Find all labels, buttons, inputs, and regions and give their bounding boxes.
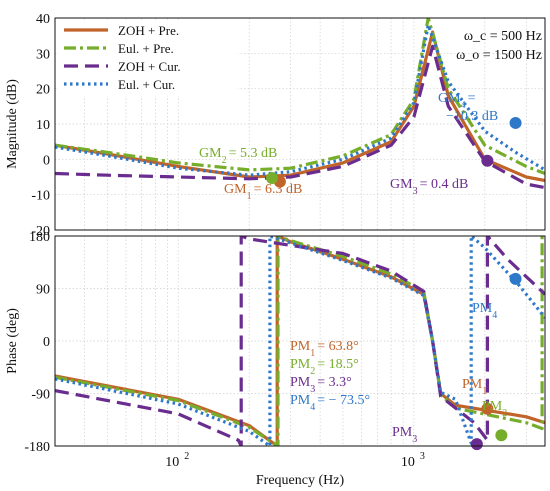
series-line-eul-pre- <box>55 18 545 175</box>
legend-label: ZOH + Pre. <box>118 23 179 38</box>
gm-annotation-3: GM3 = 0.4 dB <box>390 177 468 197</box>
x-tick-exponent: 2 <box>184 451 189 462</box>
y-tick-label: -20 <box>31 224 50 239</box>
phase-panel: -180 -90 0 90 180 Phase (deg) 10 2 10 3 Frequency … <box>5 230 546 488</box>
pm-annotation-1: PM1 = 63.8° <box>290 339 359 359</box>
series-line-zoh-pre- <box>55 236 545 446</box>
y-tick-label: 180 <box>29 230 50 245</box>
y-tick-label: 40 <box>36 12 50 27</box>
marker-point-pm3 <box>470 438 483 451</box>
gm-annotation-2: GM2 = 5.3 dB <box>199 146 277 166</box>
legend-label: Eul. + Cur. <box>118 77 175 92</box>
y-axis-label: Magnitude (dB) <box>5 79 20 169</box>
pm-annotation-2: PM2 = 18.5° <box>290 357 359 377</box>
x-axis-label: Frequency (Hz) <box>256 473 345 488</box>
y-tick-label: 10 <box>36 118 50 133</box>
marker-point-pm1 <box>481 402 494 415</box>
y-tick-label: 90 <box>36 283 50 298</box>
x-tick-label: 10 <box>401 455 415 470</box>
gm-annotation-4: GM4 = <box>438 91 476 111</box>
marker-point-pm2 <box>495 429 508 442</box>
legend-label: Eul. + Pre. <box>118 41 174 56</box>
y-tick-label: -10 <box>31 189 50 204</box>
y-tick-label: 0 <box>43 335 50 350</box>
marker-point-gm2 <box>266 172 279 185</box>
series-line-eul-cur- <box>55 236 545 446</box>
x-tick-exponent: 3 <box>420 451 425 462</box>
pm-marker-label-4: PM4 <box>472 301 497 321</box>
param-text: ω_o = 1500 Hz <box>456 48 542 63</box>
gm-annotation-1: GM1 = 6.3 dB <box>224 182 302 202</box>
marker-point-pm4 <box>509 272 522 285</box>
pm-marker-label-1: PM1 <box>462 377 487 397</box>
series-line-eul-cur- <box>55 23 545 177</box>
axes-frame <box>54 17 546 231</box>
marker-point-gm3 <box>481 154 494 167</box>
param-text: ω_c = 500 Hz <box>464 29 542 44</box>
pm-annotation-4: PM4 = − 73.5° <box>290 393 370 413</box>
legend-label: ZOH + Cur. <box>118 59 181 74</box>
y-tick-label: 30 <box>36 47 50 62</box>
y-tick-label: 20 <box>36 83 50 98</box>
y-tick-label: -90 <box>31 388 50 403</box>
pm-annotation-3: PM3 = 3.3° <box>290 375 352 395</box>
pm-marker-label-2: PM2 <box>482 399 507 419</box>
legend: ZOH + Pre. Eul. + Pre. ZOH + Cur. Eul. + Cu… <box>58 20 238 96</box>
series-group <box>55 236 545 446</box>
axes-frame <box>54 235 546 447</box>
y-tick-label: -180 <box>24 440 50 455</box>
series-line-eul-pre- <box>55 236 545 446</box>
y-axis-label: Phase (deg) <box>5 308 20 374</box>
parameters: ω_c = 500 Hz ω_o = 1500 Hz <box>456 29 542 63</box>
y-tick-label: 0 <box>43 153 50 168</box>
x-tick-label: 10 <box>165 455 179 470</box>
gm-annotation-4-value: −10.3 dB <box>446 109 498 124</box>
magnitude-panel: -20 -10 0 10 20 30 40 Magnitude (dB) GM1 = 6.3 dB… <box>5 12 546 239</box>
series-line-zoh-cur- <box>55 236 545 446</box>
pm-marker-label-3: PM3 <box>392 425 417 445</box>
marker-point-gm4 <box>509 116 522 129</box>
